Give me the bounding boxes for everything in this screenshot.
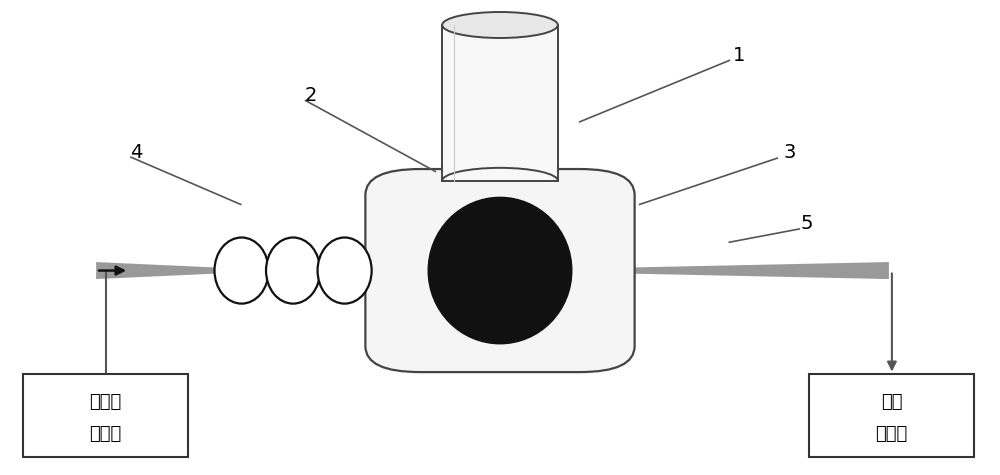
FancyBboxPatch shape <box>365 169 635 372</box>
Ellipse shape <box>318 238 372 304</box>
Polygon shape <box>442 25 558 181</box>
Ellipse shape <box>442 12 558 38</box>
Ellipse shape <box>266 238 320 304</box>
Text: 1: 1 <box>733 46 746 65</box>
Text: 2: 2 <box>304 86 317 105</box>
Text: 4: 4 <box>130 143 142 162</box>
Text: 激光器: 激光器 <box>89 425 122 443</box>
Text: 可调谐: 可调谐 <box>89 393 122 411</box>
Text: 光电: 光电 <box>881 393 902 411</box>
Text: 3: 3 <box>783 143 795 162</box>
Ellipse shape <box>215 238 269 304</box>
Polygon shape <box>96 262 221 279</box>
Ellipse shape <box>428 197 572 344</box>
Text: 5: 5 <box>801 214 813 233</box>
Polygon shape <box>221 268 620 274</box>
FancyBboxPatch shape <box>809 374 974 457</box>
FancyBboxPatch shape <box>23 374 188 457</box>
Text: 探测器: 探测器 <box>875 425 908 443</box>
Polygon shape <box>620 262 889 279</box>
